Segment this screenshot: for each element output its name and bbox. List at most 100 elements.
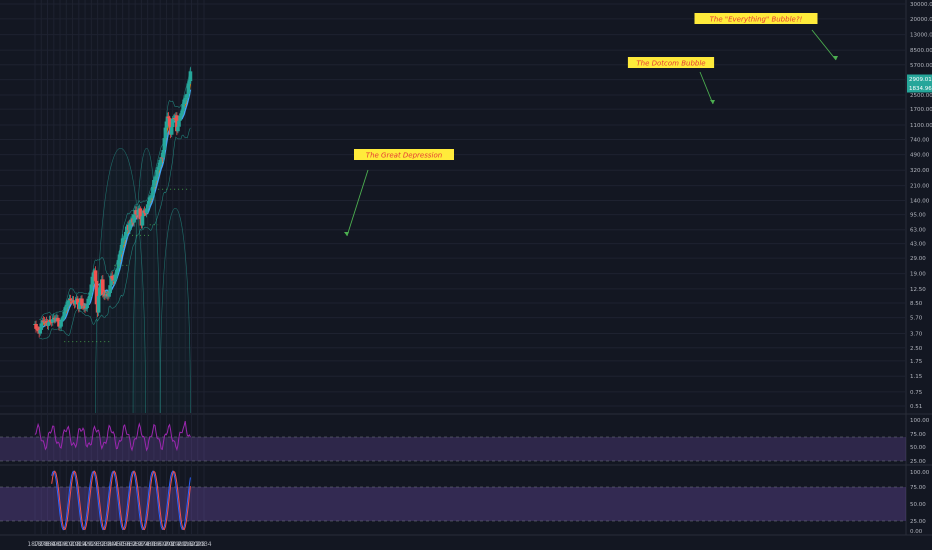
candle [80,298,84,306]
rsi-tick-label: 25.00 [910,459,926,465]
stoch-d-line [51,470,191,531]
candle [161,149,166,158]
time-tick-label: 1992 [153,541,168,548]
price-tick-label: 1700.00 [910,107,932,113]
price-tick-label: 43.00 [910,242,926,248]
price-tick-label: 12.50 [910,287,926,293]
price-tick-label: 13000.00 [910,33,932,39]
candle [93,270,98,281]
price-tick-label: 740.00 [910,138,930,144]
rsi-panel[interactable]: 100.00 75.00 50.00 25.00 [0,418,930,465]
candle [172,117,177,119]
candle [39,323,44,330]
candle [83,306,87,309]
candle [56,317,60,322]
candle [118,251,123,255]
candle [166,116,171,119]
annotations: The Great Depression The Dotcom Bubble The… [344,13,838,237]
candle [185,93,190,98]
candle [123,231,128,238]
arrow-head [833,56,838,60]
candle [48,319,53,322]
price-tick-label: 2500.00 [910,93,932,99]
arch-3 [159,208,191,414]
candle [64,306,69,308]
price-tick-label: 1.75 [910,359,923,365]
candle [63,307,68,312]
price-tick-label: 5.70 [910,316,923,322]
time-tick-label: 1872 [27,541,42,548]
candle [40,320,45,324]
price-tick-label: 2.50 [910,346,923,352]
time-tick-label: 2010 [171,541,186,548]
time-tick-label: 1926 [84,541,99,548]
candle [175,115,179,132]
time-tick-label: 1884 [40,541,55,548]
candle [34,323,38,329]
candle [111,278,116,282]
candlestick-series[interactable] [33,67,193,338]
stoch-tick-label: 25.00 [910,519,926,525]
candle [154,176,158,180]
time-tick-label: 1902 [59,541,74,548]
price-tick-label: 210.00 [910,184,930,190]
candle [140,216,145,226]
stoch-band [0,487,906,521]
candle [186,83,191,94]
candle [132,214,136,223]
candle [148,196,153,198]
stochastic-panel[interactable]: 100.00 75.00 50.00 25.00 0.00 [0,470,930,535]
candle [89,284,94,293]
candle [180,110,184,114]
stoch-k-line [51,470,191,531]
candle [178,115,182,121]
time-tick-label: 1998 [159,541,174,548]
time-axis[interactable]: 1872187818841890189619021908191419201926… [27,541,211,548]
time-tick-label: 2004 [165,541,180,548]
time-tick-label: 1896 [52,541,67,548]
candle [169,127,174,135]
candle [152,179,156,187]
price-tick-label: 20000.00 [910,17,932,23]
time-tick-label: 1974 [134,541,149,548]
time-tick-label: 1980 [140,541,155,548]
candle [62,311,67,317]
candle [66,300,71,305]
candle [46,322,51,326]
annotation-box [627,57,715,68]
candle [159,157,164,160]
candle [86,298,91,304]
price-tick-label: 8500.00 [910,48,932,54]
candle [71,300,76,303]
candle [59,320,63,327]
candle [115,268,120,273]
candle [122,237,127,239]
candle [142,210,147,213]
candle [38,329,43,334]
candle [143,212,148,214]
rsi-line [34,420,191,452]
candle [58,326,62,328]
candle [98,283,103,288]
candle [165,116,170,122]
candle [181,104,185,111]
candle [60,318,64,321]
price-tick-label: 30000.00 [910,2,932,8]
candle [88,292,93,297]
time-tick-label: 1968 [128,541,143,548]
price-axis[interactable]: 30000.0020000.0013000.008500.005700.0038… [907,2,932,410]
stoch-tick-label: 50.00 [910,502,926,508]
stoch-tick-label: 75.00 [910,485,926,491]
annotation-arrow [699,71,714,105]
annotation-arrow [811,29,837,61]
candle [36,329,40,331]
candle [156,167,160,170]
candle [110,275,114,279]
time-tick-label: 2022 [184,541,199,548]
arrow-head [710,100,715,104]
candle [94,280,99,305]
price-label-box [907,83,932,93]
time-tick-label: 2034 [196,541,211,548]
price-label: 1834.96 [909,86,932,92]
